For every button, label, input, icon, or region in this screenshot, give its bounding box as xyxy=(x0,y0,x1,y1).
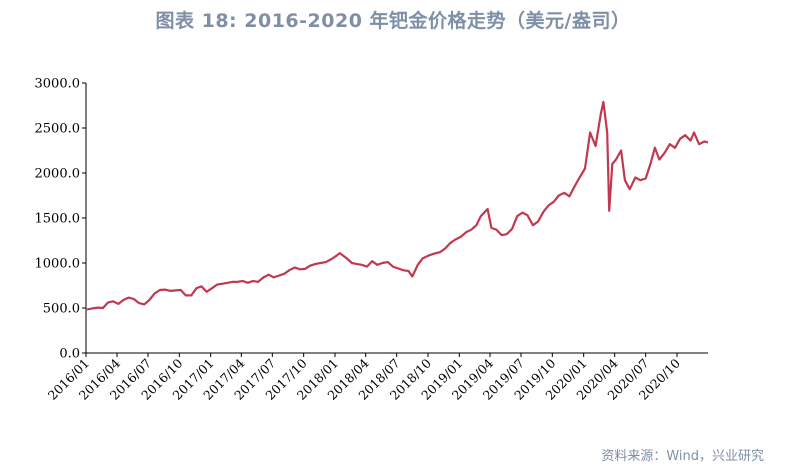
y-tick-label: 500.0 xyxy=(43,302,80,317)
y-tick-label: 1000.0 xyxy=(35,257,81,272)
source-note: 资料来源：Wind，兴业研究 xyxy=(601,449,764,464)
y-tick-label: 3000.0 xyxy=(35,77,81,92)
y-tick-label: 0.0 xyxy=(59,347,80,362)
price-series-line xyxy=(86,100,709,311)
y-tick-label: 1500.0 xyxy=(35,212,81,227)
chart-title: 图表 18: 2016-2020 年钯金价格走势（美元/盎司） xyxy=(155,10,631,32)
y-tick-label: 2500.0 xyxy=(35,122,81,137)
y-tick-label: 2000.0 xyxy=(35,167,81,182)
